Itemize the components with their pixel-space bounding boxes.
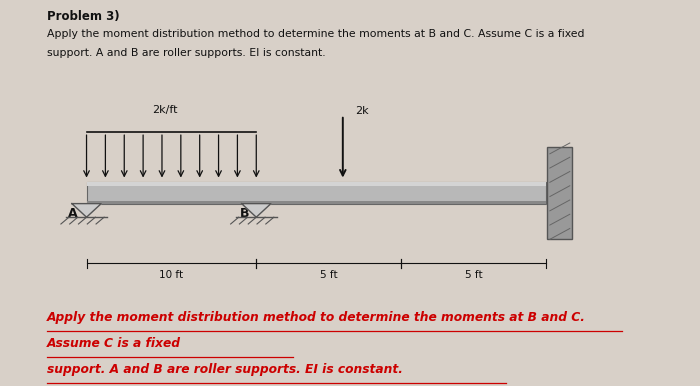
Polygon shape (241, 204, 271, 217)
Bar (547, 147, 573, 239)
Bar (87, 201, 546, 204)
Text: support. A and B are roller supports. EI is constant.: support. A and B are roller supports. EI… (47, 363, 402, 376)
Text: 5 ft: 5 ft (465, 270, 482, 280)
Text: support. A and B are roller supports. EI is constant.: support. A and B are roller supports. EI… (47, 48, 326, 58)
Text: 2k/ft: 2k/ft (152, 105, 178, 115)
Text: Problem 3): Problem 3) (47, 10, 119, 23)
Text: 2k: 2k (355, 106, 368, 116)
Text: Apply the moment distribution method to determine the moments at B and C. Assume: Apply the moment distribution method to … (47, 29, 584, 39)
Text: Apply the moment distribution method to determine the moments at B and C.: Apply the moment distribution method to … (47, 311, 585, 324)
Polygon shape (72, 204, 102, 217)
Text: C: C (550, 188, 559, 201)
Text: B: B (240, 208, 250, 220)
Text: A: A (69, 208, 78, 220)
Bar (87, 182, 546, 186)
Text: 10 ft: 10 ft (160, 270, 183, 280)
Text: 5 ft: 5 ft (320, 270, 337, 280)
Text: Assume C is a fixed: Assume C is a fixed (47, 337, 181, 350)
Bar (87, 183, 546, 204)
